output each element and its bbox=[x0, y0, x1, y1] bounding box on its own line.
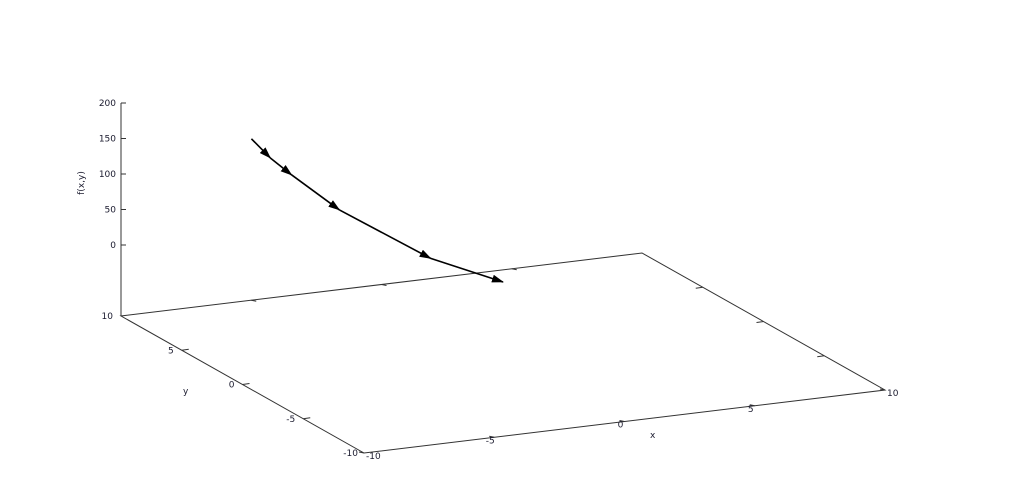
x-tick-mark bbox=[358, 451, 365, 454]
path-arrow-segment bbox=[291, 174, 341, 211]
x-tick-label: 5 bbox=[748, 405, 754, 415]
y-tick-mark bbox=[242, 383, 250, 385]
y-tick-mark-back bbox=[695, 286, 703, 289]
z-tick-label: 0 bbox=[110, 241, 116, 251]
x-tick-mark-back bbox=[251, 299, 257, 302]
axis-labels: x y f(x,y) bbox=[77, 171, 656, 441]
y-tick-label: -5 bbox=[286, 415, 295, 425]
y-tick-label: 5 bbox=[168, 346, 174, 356]
x-tick-label: 10 bbox=[887, 389, 899, 399]
z-tick-label: 50 bbox=[105, 206, 117, 216]
z-tick-label: 150 bbox=[99, 135, 116, 145]
base-plane-border bbox=[119, 252, 887, 454]
y-tick-mark-back bbox=[756, 321, 764, 323]
path-arrow-segment bbox=[430, 257, 504, 283]
x-tick-mark bbox=[619, 420, 625, 422]
x-tick-label: -5 bbox=[486, 436, 495, 446]
x-tick-label: -10 bbox=[366, 452, 381, 462]
series-path bbox=[250, 138, 504, 283]
y-tick-label: 0 bbox=[229, 381, 235, 391]
path-arrow-segment bbox=[269, 157, 293, 176]
base-plane bbox=[119, 103, 887, 454]
z-axis-label: f(x,y) bbox=[77, 171, 87, 195]
y-tick-mark bbox=[303, 417, 311, 420]
y-axis-label: y bbox=[183, 387, 189, 397]
x-tick-label: 0 bbox=[618, 421, 624, 431]
x-axis-label: x bbox=[650, 431, 656, 441]
path-arrow-segment bbox=[339, 209, 432, 260]
y-tick-mark-back bbox=[817, 355, 825, 358]
y-tick-label: -10 bbox=[343, 449, 358, 459]
z-tick-label: 100 bbox=[99, 170, 116, 180]
x-tick-mark-back bbox=[511, 268, 517, 271]
path-arrow-segment bbox=[250, 138, 272, 159]
x-tick-mark bbox=[749, 404, 755, 407]
y-tick-mark bbox=[181, 348, 189, 351]
x-tick-mark-back bbox=[381, 284, 387, 286]
z-tick-label: 200 bbox=[99, 99, 116, 109]
x-tick-mark bbox=[489, 435, 495, 438]
y-tick-label: 10 bbox=[102, 312, 114, 322]
x-tick-mark bbox=[879, 388, 886, 391]
